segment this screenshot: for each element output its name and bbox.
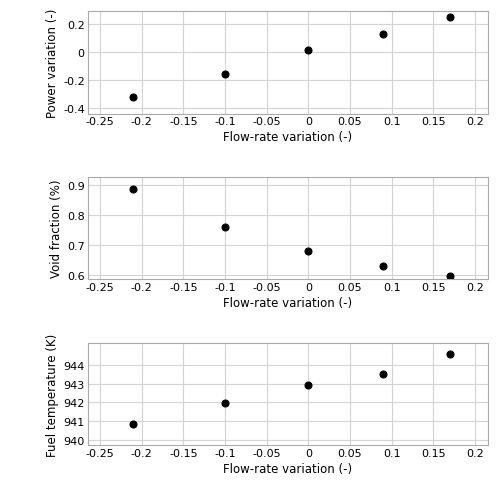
- Y-axis label: Void fraction (%): Void fraction (%): [50, 180, 63, 278]
- X-axis label: Flow-rate variation (-): Flow-rate variation (-): [223, 462, 352, 475]
- Y-axis label: Fuel temperature (K): Fuel temperature (K): [46, 333, 59, 456]
- X-axis label: Flow-rate variation (-): Flow-rate variation (-): [223, 131, 352, 144]
- X-axis label: Flow-rate variation (-): Flow-rate variation (-): [223, 297, 352, 310]
- Y-axis label: Power variation (-): Power variation (-): [46, 9, 59, 118]
